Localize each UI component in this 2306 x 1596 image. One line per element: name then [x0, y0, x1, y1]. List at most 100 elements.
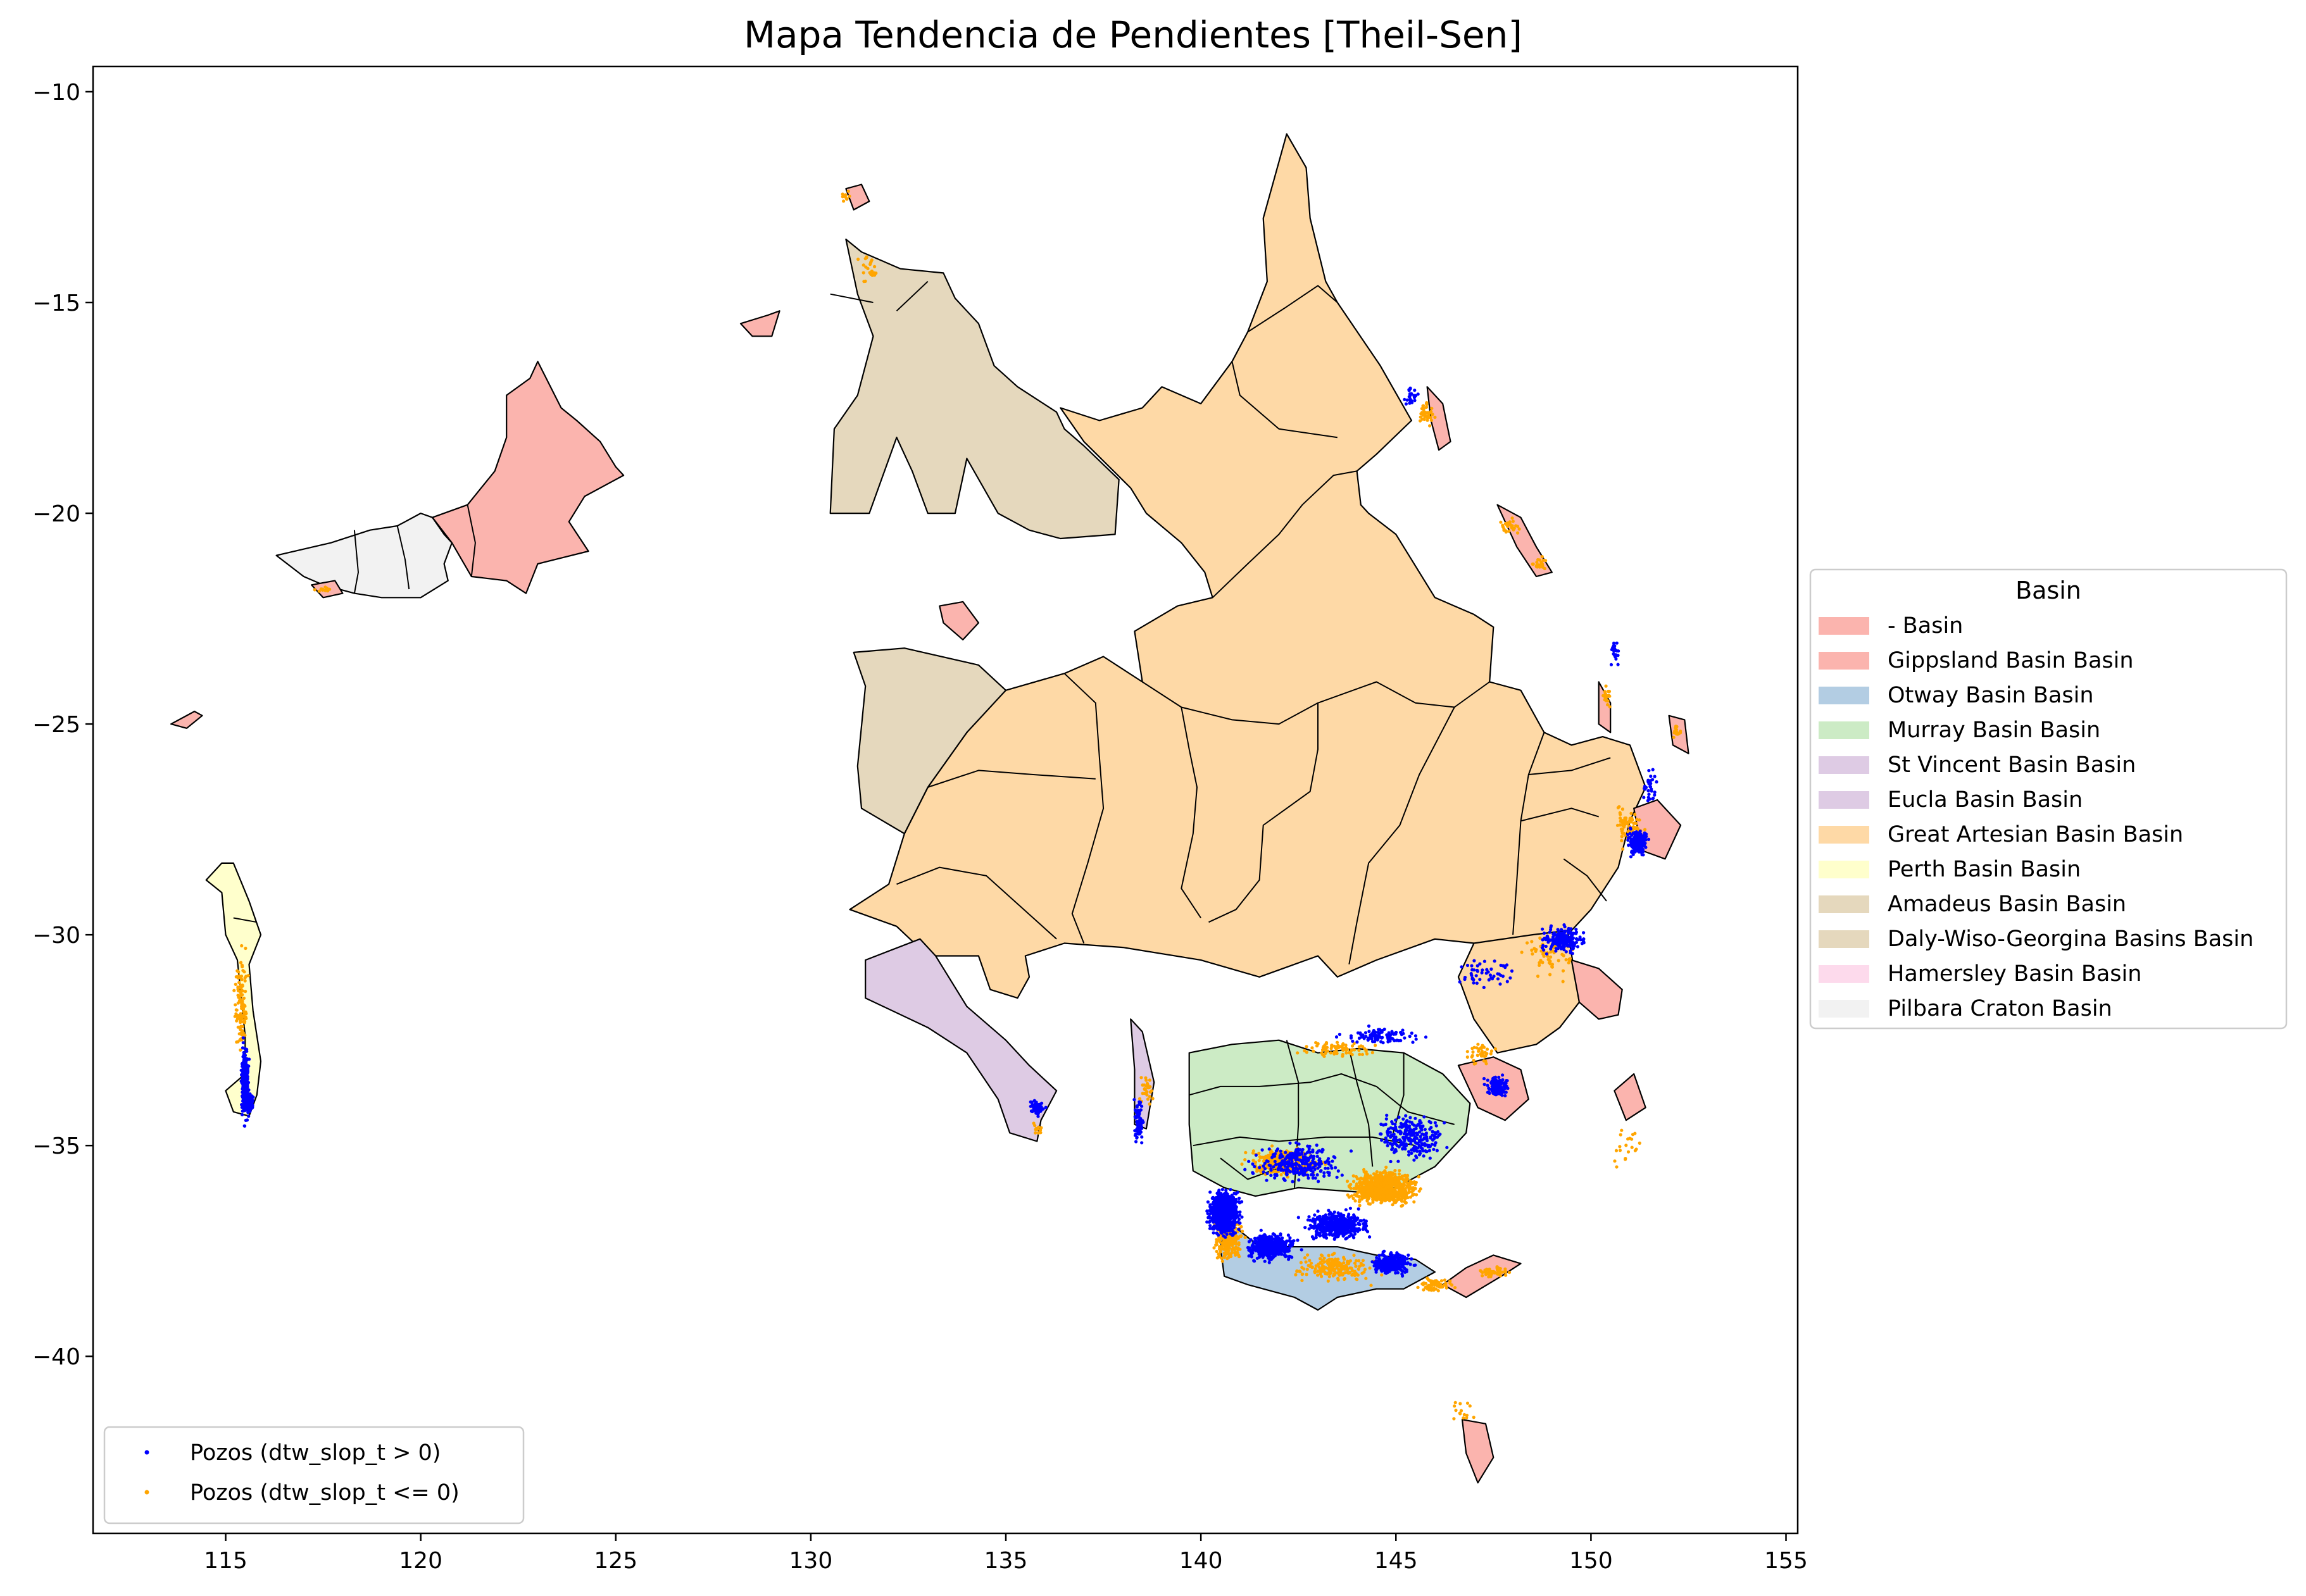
well-point	[323, 585, 327, 589]
well-point	[873, 265, 877, 268]
well-point	[1630, 1145, 1634, 1149]
well-point	[1391, 1195, 1395, 1199]
well-point	[1479, 1053, 1483, 1057]
well-point	[1382, 1190, 1386, 1194]
well-point	[1503, 521, 1508, 526]
well-point	[1253, 1237, 1257, 1240]
well-point	[1399, 1185, 1403, 1189]
well-point	[1382, 1258, 1386, 1262]
well-point	[1315, 1162, 1319, 1166]
well-point	[1350, 1221, 1353, 1225]
well-point	[1311, 1148, 1315, 1152]
well-point	[1364, 1222, 1368, 1226]
well-point	[1283, 1168, 1287, 1172]
well-point	[1439, 1279, 1444, 1283]
basin-border-1	[896, 280, 929, 312]
well-point	[1358, 1219, 1362, 1223]
well-point	[1485, 1047, 1489, 1051]
well-point	[1405, 1175, 1409, 1178]
well-point	[1318, 1157, 1322, 1161]
well-point	[1303, 1226, 1307, 1230]
well-point	[1238, 1196, 1241, 1200]
well-point	[1431, 1130, 1434, 1133]
well-point	[1034, 1126, 1038, 1130]
well-point	[1350, 1273, 1354, 1277]
well-point	[1630, 1137, 1634, 1141]
well-point	[1484, 1062, 1488, 1066]
well-point	[1541, 952, 1545, 956]
well-point	[236, 1025, 240, 1029]
well-point	[1324, 1166, 1327, 1170]
well-point	[1540, 555, 1544, 559]
well-point	[1396, 1176, 1400, 1180]
well-point	[1444, 1286, 1448, 1290]
well-point	[1326, 1279, 1330, 1283]
well-point	[1150, 1089, 1153, 1093]
well-point	[1560, 952, 1564, 956]
well-point	[841, 195, 844, 199]
well-point	[241, 1002, 245, 1007]
well-point	[1343, 1226, 1347, 1230]
well-point	[1310, 1261, 1313, 1265]
well-point	[1352, 1236, 1356, 1240]
well-point	[1234, 1206, 1238, 1209]
well-point	[1243, 1158, 1247, 1162]
well-point	[1218, 1221, 1222, 1225]
well-point	[1270, 1158, 1274, 1162]
region-carnarvon-coast	[170, 710, 203, 729]
well-point	[1264, 1154, 1268, 1158]
well-point	[1322, 1235, 1326, 1239]
well-point	[1351, 1174, 1355, 1178]
well-point	[1279, 1173, 1283, 1176]
well-point	[1219, 1228, 1222, 1232]
basin-border-11	[1528, 757, 1611, 775]
well-point	[1367, 1181, 1371, 1185]
well-point	[1319, 1253, 1323, 1257]
well-point	[1391, 1203, 1394, 1207]
well-point	[1516, 531, 1520, 535]
well-point	[1237, 1227, 1241, 1231]
well-point	[1208, 1203, 1212, 1207]
well-point	[1393, 1172, 1397, 1176]
well-point	[1620, 1128, 1624, 1132]
well-point	[1307, 1147, 1311, 1150]
well-point	[1272, 1251, 1276, 1255]
well-point	[1244, 1150, 1248, 1154]
well-point	[239, 994, 243, 998]
well-point	[1360, 1263, 1363, 1267]
well-point	[1362, 1168, 1366, 1171]
well-point	[1305, 1150, 1309, 1154]
well-point	[1367, 1176, 1370, 1180]
well-point	[1476, 1042, 1480, 1046]
well-point	[1034, 1131, 1037, 1135]
well-point	[1300, 1278, 1304, 1282]
well-point	[1274, 1149, 1278, 1153]
well-point	[1254, 1153, 1258, 1157]
well-point	[1336, 1169, 1340, 1173]
well-point	[1633, 813, 1637, 816]
well-point	[1532, 947, 1536, 951]
well-point	[1247, 1159, 1251, 1163]
well-point	[1476, 1054, 1479, 1057]
well-point	[1422, 1288, 1426, 1292]
well-point	[1561, 969, 1565, 973]
well-point	[1331, 1213, 1334, 1216]
well-point	[1239, 1235, 1243, 1238]
well-point	[1638, 1141, 1641, 1145]
well-point	[1508, 523, 1512, 527]
well-point	[1336, 1257, 1340, 1261]
well-point	[1241, 1230, 1244, 1233]
well-point	[1304, 1260, 1308, 1264]
well-point	[1147, 1086, 1151, 1090]
well-point	[1381, 1262, 1385, 1266]
well-point	[1295, 1170, 1299, 1174]
well-point	[1530, 948, 1534, 952]
well-point	[1288, 1141, 1292, 1145]
well-point	[1489, 1049, 1494, 1053]
well-point	[1626, 1150, 1631, 1154]
well-point	[1424, 401, 1429, 406]
well-point	[239, 990, 242, 994]
well-point	[239, 1032, 243, 1036]
well-point	[1208, 1224, 1212, 1228]
well-point	[1226, 1203, 1230, 1207]
